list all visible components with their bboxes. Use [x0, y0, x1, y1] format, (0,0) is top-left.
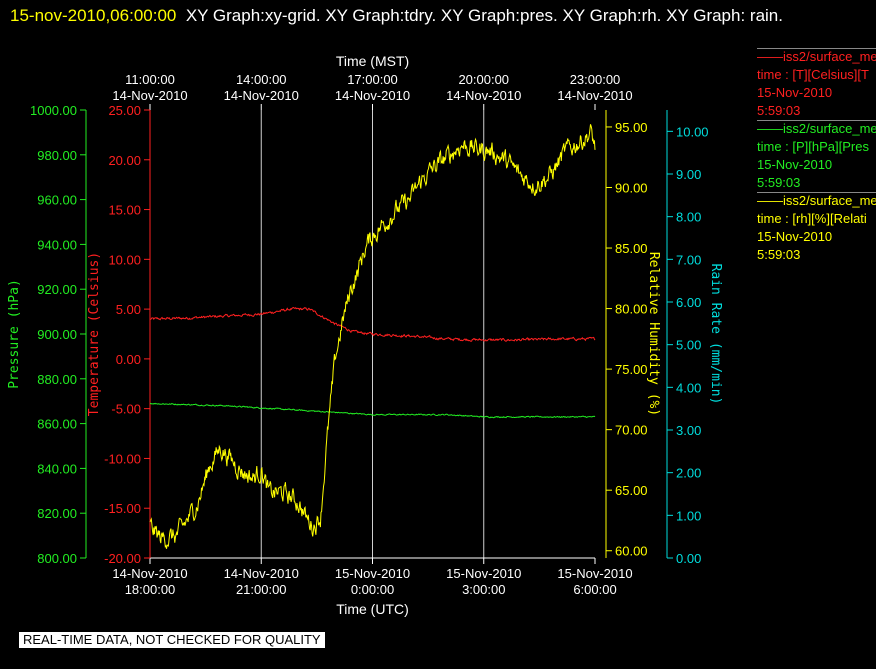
- y-tick-label-pres: 820.00: [37, 506, 77, 521]
- y-tick-label-rain: 9.00: [676, 167, 701, 182]
- y-tick-label-pres: 960.00: [37, 193, 77, 208]
- y-tick-label-pres: 900.00: [37, 327, 77, 342]
- x-tick-label-date: 15-Nov-2010: [557, 566, 632, 581]
- x-tick-label-date: 14-Nov-2010: [112, 566, 187, 581]
- y-tick-label-temp: -5.00: [111, 402, 141, 417]
- y-tick-label-temp: -15.00: [104, 501, 141, 516]
- y-tick-label-rh: 85.00: [615, 241, 648, 256]
- y-tick-label-temp: 10.00: [108, 252, 141, 267]
- top-tick-label-date: 14-Nov-2010: [446, 88, 521, 103]
- top-tick-label-date: 14-Nov-2010: [224, 88, 299, 103]
- y-tick-label-pres: 920.00: [37, 282, 77, 297]
- legend-date: 15-Nov-2010: [757, 157, 833, 172]
- legend-line-swatch: ——: [757, 49, 783, 64]
- x-tick-label-time: 6:00:00: [573, 582, 616, 597]
- x-axis-label: Time (UTC): [336, 601, 409, 617]
- x-tick-label-date: 15-Nov-2010: [335, 566, 410, 581]
- top-tick-label-time: 23:00:00: [570, 72, 621, 87]
- y-tick-label-rain: 5.00: [676, 338, 701, 353]
- series-line-temp: [149, 306, 596, 342]
- x-tick-label-time: 0:00:00: [351, 582, 394, 597]
- y-axis-label-pres: Pressure (hPa): [7, 279, 22, 389]
- top-tick-label-time: 11:00:00: [125, 72, 175, 87]
- top-tick-label-date: 14-Nov-2010: [112, 88, 187, 103]
- legend-date: 15-Nov-2010: [757, 229, 833, 244]
- legend-date: 15-Nov-2010: [757, 85, 833, 100]
- legend-entry-temperature: ——iss2/surface_me time : [T][Celsius][T …: [757, 48, 876, 118]
- y-tick-label-rain: 2.00: [676, 466, 701, 481]
- y-tick-label-rh: 70.00: [615, 423, 648, 438]
- y-tick-label-rh: 65.00: [615, 483, 648, 498]
- top-axis-label: Time (MST): [336, 53, 409, 69]
- top-tick-label-date: 14-Nov-2010: [557, 88, 632, 103]
- legend-time: 5:59:03: [757, 175, 801, 190]
- x-tick-label-time: 18:00:00: [125, 582, 176, 597]
- y-tick-label-pres: 880.00: [37, 372, 77, 387]
- y-tick-label-pres: 840.00: [37, 461, 77, 476]
- x-tick-label-date: 14-Nov-2010: [224, 566, 299, 581]
- y-tick-label-rh: 90.00: [615, 180, 648, 195]
- y-axis-label-temp: Temperature (Celsius): [87, 252, 102, 416]
- x-tick-label-time: 3:00:00: [462, 582, 505, 597]
- legend-entry-humidity: ——iss2/surface_me time : [rh][%][Relati …: [757, 192, 876, 264]
- quality-disclaimer: REAL-TIME DATA, NOT CHECKED FOR QUALITY: [19, 632, 325, 648]
- y-tick-label-rh: 80.00: [615, 302, 648, 317]
- y-tick-label-pres: 1000.00: [30, 103, 77, 118]
- y-tick-label-rh: 75.00: [615, 362, 648, 377]
- top-tick-label-time: 20:00:00: [458, 72, 509, 87]
- top-tick-label-time: 14:00:00: [236, 72, 287, 87]
- y-tick-label-temp: -10.00: [104, 451, 141, 466]
- legend-variable: time : [T][Celsius][T: [757, 67, 869, 82]
- legend-line-swatch: ——: [757, 193, 783, 208]
- legend-variable: time : [P][hPa][Pres: [757, 139, 869, 154]
- y-tick-label-rain: 7.00: [676, 252, 701, 267]
- y-tick-label-rain: 1.00: [676, 508, 701, 523]
- legend-variable: time : [rh][%][Relati: [757, 211, 867, 226]
- y-axis-label-rh: Relative Humidity (%): [646, 252, 661, 416]
- y-tick-label-temp: 25.00: [108, 103, 141, 118]
- legend-time: 5:59:03: [757, 247, 801, 262]
- y-tick-label-temp: 15.00: [108, 203, 141, 218]
- y-tick-label-rain: 3.00: [676, 423, 701, 438]
- y-tick-label-temp: 20.00: [108, 153, 141, 168]
- y-tick-label-temp: -20.00: [104, 551, 141, 566]
- x-tick-label-date: 15-Nov-2010: [446, 566, 521, 581]
- legend-time: 5:59:03: [757, 103, 801, 118]
- page-header: 15-nov-2010,06:00:00 XY Graph:xy-grid. X…: [10, 2, 860, 30]
- series-line-rh: [149, 124, 596, 549]
- x-tick-label-time: 21:00:00: [236, 582, 287, 597]
- legend-entry-pressure: ——iss2/surface_me time : [P][hPa][Pres 1…: [757, 120, 876, 190]
- top-tick-label-time: 17:00:00: [347, 72, 398, 87]
- y-tick-label-pres: 860.00: [37, 417, 77, 432]
- series-line-pres: [150, 402, 596, 419]
- y-tick-label-pres: 980.00: [37, 148, 77, 163]
- y-tick-label-rain: 4.00: [676, 380, 701, 395]
- y-tick-label-rain: 6.00: [676, 295, 701, 310]
- y-tick-label-pres: 800.00: [37, 551, 77, 566]
- y-axis-label-rain: Rain Rate (mm/min): [708, 264, 723, 405]
- y-tick-label-pres: 940.00: [37, 237, 77, 252]
- legend-line-swatch: ——: [757, 121, 783, 136]
- y-tick-label-rh: 60.00: [615, 544, 648, 559]
- top-tick-label-date: 14-Nov-2010: [335, 88, 410, 103]
- header-timestamp: 15-nov-2010,06:00:00: [10, 6, 177, 25]
- y-tick-label-temp: 0.00: [116, 352, 141, 367]
- y-tick-label-rain: 8.00: [676, 210, 701, 225]
- y-tick-label-temp: 5.00: [116, 302, 141, 317]
- y-tick-label-rain: 0.00: [676, 551, 701, 566]
- y-tick-label-rain: 10.00: [676, 124, 709, 139]
- y-tick-label-rh: 95.00: [615, 120, 648, 135]
- header-graph-list: XY Graph:xy-grid. XY Graph:tdry. XY Grap…: [185, 6, 783, 25]
